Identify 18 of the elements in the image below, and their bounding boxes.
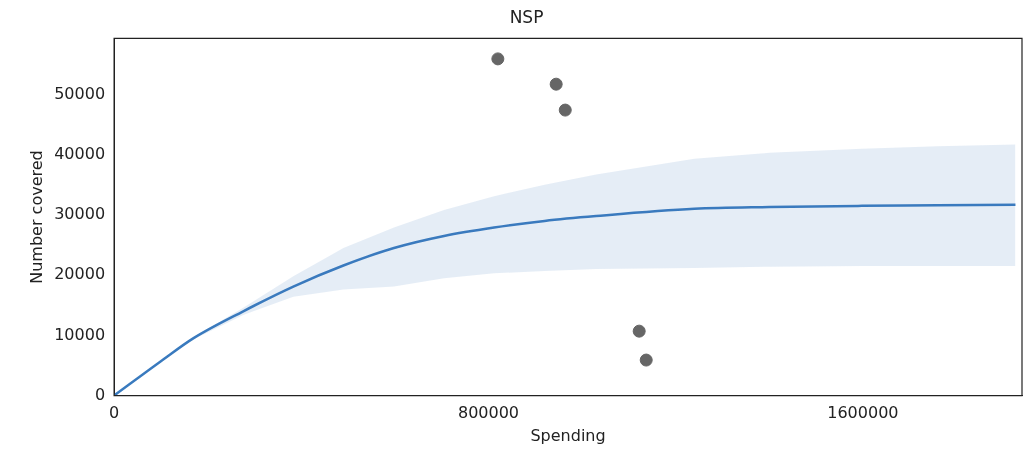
point: [632, 324, 646, 338]
x-tick-label: 0: [109, 403, 120, 423]
point: [549, 77, 563, 91]
point: [491, 52, 505, 66]
line-series: [114, 203, 1017, 396]
y-tick-label: 20000: [54, 264, 106, 284]
y-tick-label: 30000: [54, 204, 106, 224]
x-axis-title: Spending: [530, 425, 606, 445]
y-axis-title: Number covered: [26, 150, 46, 284]
x-tick-label: 1600000: [827, 403, 899, 423]
point: [558, 103, 572, 117]
point: [639, 353, 653, 367]
y-tick-label: 50000: [54, 83, 106, 103]
y-tick-label: 0: [94, 384, 106, 404]
y-tick-label: 40000: [54, 143, 106, 163]
x-tick-label: 800000: [457, 403, 520, 423]
y-tick-label: 10000: [54, 324, 106, 344]
chart-title: NSP: [509, 6, 544, 27]
